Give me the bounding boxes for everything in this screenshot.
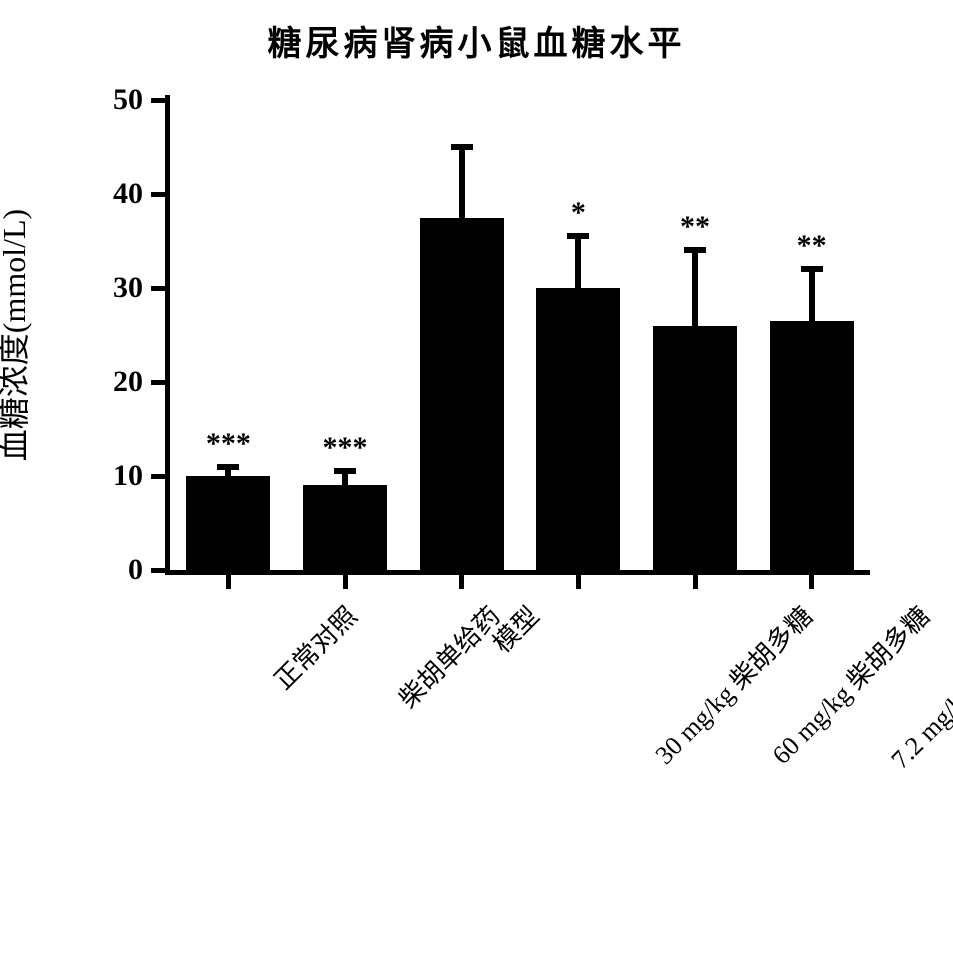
x-tick-label: 柴胡单给药 (389, 597, 507, 715)
error-cap (801, 266, 823, 272)
error-bar (809, 269, 815, 321)
error-cap (334, 468, 356, 474)
bar (770, 321, 854, 570)
bar (536, 288, 620, 570)
error-bar (575, 236, 581, 288)
bar (420, 218, 504, 571)
y-axis-label: 血糖浓度(mmol/L) (0, 209, 35, 461)
x-axis (165, 570, 870, 575)
x-tick (343, 575, 348, 589)
x-tick-label: 正常对照 (265, 597, 365, 697)
error-cap (684, 247, 706, 253)
bar (186, 476, 270, 570)
y-tick (151, 474, 165, 479)
x-tick (576, 575, 581, 589)
y-tick-label: 30 (63, 271, 143, 305)
y-tick (151, 98, 165, 103)
y-tick (151, 286, 165, 291)
y-tick-label: 50 (63, 83, 143, 117)
x-tick (459, 575, 464, 589)
error-cap (567, 233, 589, 239)
x-tick (693, 575, 698, 589)
y-tick-label: 0 (63, 553, 143, 587)
significance-label: * (571, 196, 586, 230)
chart-title: 糖尿病肾病小鼠血糖水平 (0, 16, 953, 65)
error-bar (692, 250, 698, 325)
error-bar (459, 147, 465, 218)
plot-area: 01020304050血糖浓度(mmol/L)***正常对照***柴胡单给药模型… (170, 100, 870, 570)
y-tick (151, 192, 165, 197)
y-tick-label: 20 (63, 365, 143, 399)
significance-label: ** (797, 229, 827, 263)
y-axis (165, 95, 170, 570)
bar (653, 326, 737, 570)
y-tick (151, 568, 165, 573)
y-tick (151, 380, 165, 385)
error-cap (451, 144, 473, 150)
x-tick (809, 575, 814, 589)
x-tick (226, 575, 231, 589)
y-tick-label: 10 (63, 459, 143, 493)
y-tick-label: 40 (63, 177, 143, 211)
error-cap (217, 464, 239, 470)
significance-label: ** (680, 210, 710, 244)
significance-label: *** (323, 431, 368, 465)
significance-label: *** (206, 427, 251, 461)
bar (303, 485, 387, 570)
x-tick-label: 模型 (483, 597, 546, 660)
bar-chart: 糖尿病肾病小鼠血糖水平 01020304050血糖浓度(mmol/L)***正常… (0, 0, 953, 969)
